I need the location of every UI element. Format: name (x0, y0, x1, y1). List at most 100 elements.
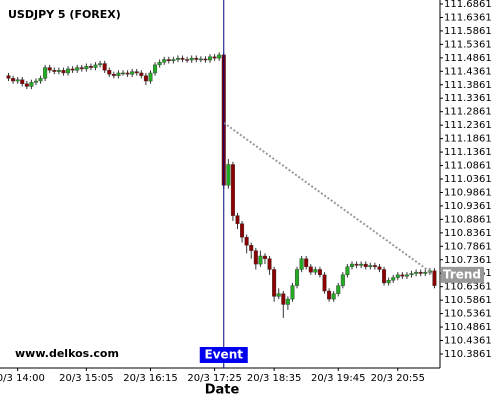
candle-body (143, 75, 148, 82)
x-tick-label: 20/3 18:35 (247, 373, 301, 384)
candle-body (125, 72, 130, 75)
candle-body (212, 56, 217, 59)
candle-body (299, 258, 304, 270)
candle-body (6, 75, 11, 79)
candle-body (217, 54, 222, 59)
candle-body (61, 70, 66, 74)
candle-body (139, 72, 144, 76)
candle-body (194, 57, 199, 60)
candle-body (56, 70, 61, 72)
candle-body (414, 271, 419, 274)
candle-body (180, 57, 185, 60)
candle-body (244, 236, 249, 246)
candle-body (43, 67, 48, 79)
candle-body (75, 67, 80, 71)
candle-body (350, 263, 355, 267)
x-axis-title: Date (205, 383, 240, 398)
candle-body (203, 58, 208, 61)
candle-body (391, 277, 396, 281)
candle-body (79, 67, 84, 70)
y-tick-label: 110.5361 (444, 309, 492, 320)
candle-body (327, 290, 332, 300)
candle-body (400, 274, 405, 277)
candle-body (70, 68, 75, 71)
candle-body (336, 285, 341, 294)
candle-body (377, 266, 382, 270)
candle-body (88, 66, 93, 68)
y-tick-label: 111.2861 (444, 107, 492, 118)
y-tick-label: 110.5861 (444, 295, 492, 306)
candle-body (226, 164, 231, 186)
y-tick-label: 111.1361 (444, 147, 492, 158)
y-tick-label: 110.4861 (444, 322, 492, 333)
candle-body (134, 71, 139, 74)
candle-body (372, 265, 377, 267)
y-tick-label: 111.3361 (444, 93, 492, 104)
x-tick-label: 20/3 15:05 (59, 373, 113, 384)
x-tick-label: 20/3 19:45 (311, 373, 365, 384)
candle-body (295, 269, 300, 286)
candle-body (24, 83, 29, 87)
y-tick-label: 110.8361 (444, 228, 492, 239)
event-label: Event (205, 348, 244, 362)
candle-body (111, 74, 116, 76)
candle-body (198, 58, 203, 61)
y-tick-label: 111.4861 (444, 53, 492, 64)
y-tick-label: 110.7861 (444, 241, 492, 252)
trend-label-box (441, 266, 484, 283)
candle-body (166, 59, 171, 62)
candle-body (47, 67, 52, 71)
candle-body (20, 79, 25, 84)
y-tick-label: 111.0361 (444, 174, 492, 185)
y-tick-label: 110.8861 (444, 214, 492, 225)
candle-body (84, 66, 89, 70)
x-tick-label: 20/3 14:00 (0, 373, 45, 384)
candle-body (120, 72, 125, 75)
candle-body (240, 223, 245, 238)
candle-body (423, 271, 428, 274)
candle-body (331, 293, 336, 300)
candle-body (368, 265, 373, 267)
candle-body (185, 59, 190, 61)
candle-body (276, 293, 281, 297)
candle-body (52, 70, 57, 72)
chart-title: USDJPY 5 (FOREX) (8, 8, 121, 21)
y-tick-label: 110.6361 (444, 282, 492, 293)
candle-body (130, 71, 135, 75)
event-label-box (199, 347, 248, 363)
candle-body (107, 70, 112, 75)
candle-body (354, 263, 359, 266)
candle-body (262, 255, 267, 259)
y-tick-label: 110.9861 (444, 187, 492, 198)
y-tick-label: 111.2361 (444, 120, 492, 131)
candle-body (304, 258, 309, 267)
x-tick-label: 20/3 16:15 (123, 373, 177, 384)
candle-body (290, 285, 295, 300)
candle-body (230, 164, 235, 216)
candle-body (208, 56, 213, 61)
plot: 111.6861 111.6361 111.5861 111.5361 111.4861… (0, 0, 492, 384)
candle-body (258, 255, 263, 265)
candle-body (285, 298, 290, 305)
y-tick-label: 111.6861 (444, 0, 492, 10)
candle-body (382, 269, 387, 284)
trend-line (223, 121, 436, 276)
candle-body (102, 63, 107, 71)
candle-body (313, 269, 318, 273)
y-tick-label: 110.4361 (444, 336, 492, 347)
candle-body (253, 250, 258, 265)
candle-body (267, 258, 272, 270)
candle-body (359, 263, 364, 266)
candle-body (11, 78, 16, 82)
y-tick-label: 111.5361 (444, 39, 492, 50)
candle-body (418, 271, 423, 274)
candle-body (404, 274, 409, 277)
candle-body (153, 64, 158, 74)
watermark: www.delkos.com (15, 347, 119, 360)
candle-body (395, 274, 400, 278)
candle-body (157, 61, 162, 66)
trend-label: Trend (443, 267, 481, 281)
y-tick-label: 111.6361 (444, 12, 492, 23)
